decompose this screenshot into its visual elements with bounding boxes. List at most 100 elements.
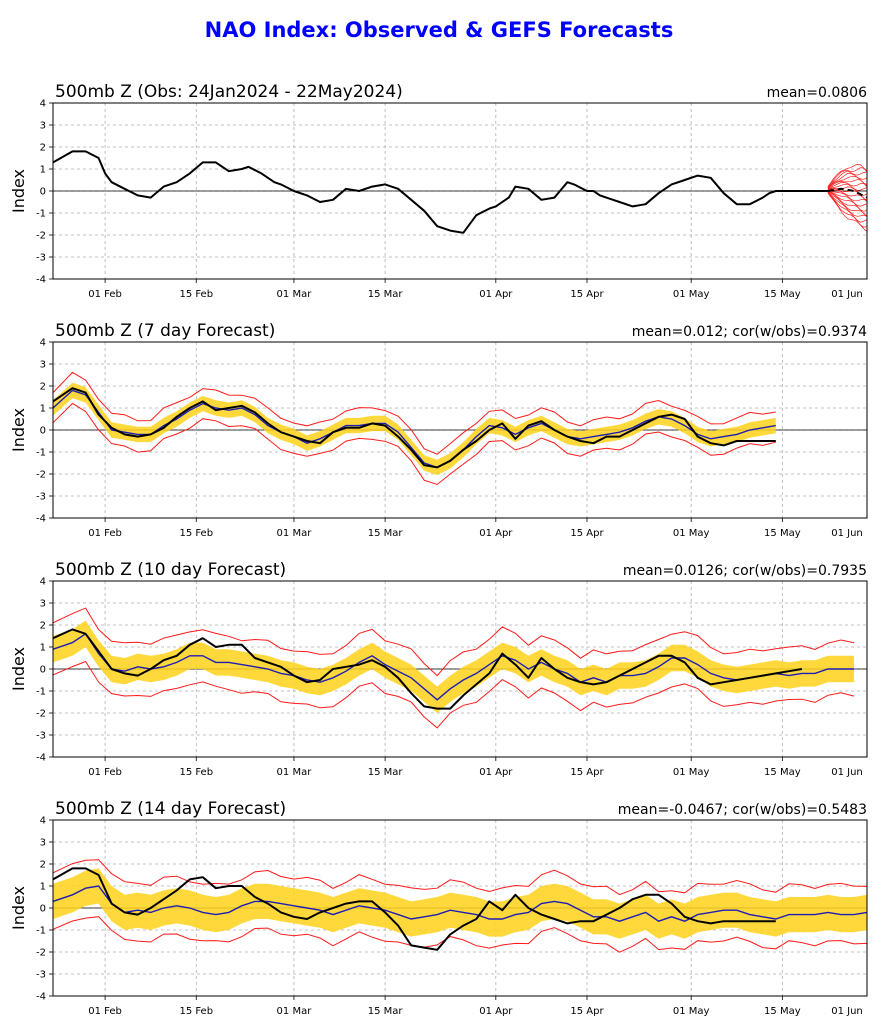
y-tick-label: 2 [40, 621, 46, 632]
observed-line [53, 867, 776, 951]
plot-area [53, 150, 867, 234]
x-tick-label: 15 Apr [570, 1006, 604, 1017]
y-tick-label: -4 [36, 753, 46, 764]
y-axis-label: Index [9, 408, 28, 452]
forecast-member-line [827, 182, 867, 190]
y-tick-label: 4 [40, 577, 46, 588]
y-axis-label: Index [9, 169, 28, 213]
y-tick-label: -2 [36, 709, 46, 720]
upper-envelope [53, 607, 855, 677]
x-tick-label: 01 Jun [831, 767, 863, 778]
plot-area [53, 859, 867, 953]
y-tick-label: -1 [36, 687, 46, 698]
y-tick-label: 1 [40, 882, 46, 893]
y-tick-label: -2 [36, 470, 46, 481]
y-tick-label: 4 [40, 816, 46, 827]
forecast-member-line [827, 190, 867, 212]
forecast-member-line [827, 170, 867, 188]
y-tick-label: 2 [40, 143, 46, 154]
panel-1: 500mb Z (Obs: 24Jan2024 - 22May2024) mean… [9, 82, 868, 300]
y-tick-label: 4 [40, 338, 46, 349]
y-tick-label: 0 [40, 187, 46, 198]
y-tick-label: -3 [36, 731, 46, 742]
forecast-member-line [827, 191, 867, 217]
chart-panels: 500mb Z (Obs: 24Jan2024 - 22May2024) mean… [9, 82, 868, 1017]
plot-frame [52, 341, 868, 519]
x-tick-label: 15 May [764, 289, 801, 300]
gridlines [53, 820, 867, 996]
x-tick-label: 15 May [764, 528, 801, 539]
x-tick-label: 01 Apr [479, 1006, 513, 1017]
forecast-member-line [827, 172, 867, 188]
y-tick-label: 0 [40, 904, 46, 915]
x-tick-label: 01 Mar [277, 1006, 313, 1017]
y-tick-label: 2 [40, 860, 46, 871]
x-tick-label: 15 Feb [179, 767, 213, 778]
y-tick-label: 3 [40, 121, 46, 132]
x-tick-label: 15 Apr [570, 767, 604, 778]
x-tick-label: 15 Mar [368, 1006, 404, 1017]
panel-title: 500mb Z (7 day Forecast) [55, 321, 275, 341]
forecast-member-line [827, 190, 867, 207]
y-tick-label: -2 [36, 948, 46, 959]
y-tick-label: 4 [40, 99, 46, 110]
forecast-member-line [827, 183, 867, 191]
y-tick-label: 3 [40, 599, 46, 610]
x-tick-label: 15 Feb [179, 528, 213, 539]
panel-stat: mean=-0.0467; cor(w/obs)=0.5483 [618, 802, 867, 818]
upper-envelope [53, 371, 776, 455]
spread-band [53, 382, 776, 476]
lower-envelope [53, 402, 776, 486]
y-tick-label: 0 [40, 426, 46, 437]
x-tick-label: 15 Feb [179, 289, 213, 300]
panel-stat: mean=0.0126; cor(w/obs)=0.7935 [623, 563, 867, 579]
panel-title: 500mb Z (14 day Forecast) [55, 799, 286, 819]
forecast-member-line [827, 192, 867, 228]
x-tick-label: 01 Feb [88, 528, 122, 539]
plot-frame [52, 102, 868, 280]
y-tick-label: -4 [36, 992, 46, 1003]
panel-stat: mean=0.0806 [767, 85, 868, 101]
figure-title: NAO Index: Observed & GEFS Forecasts [205, 18, 674, 42]
x-tick-label: 15 Mar [368, 289, 404, 300]
ensemble-mean-line [53, 632, 854, 701]
y-tick-label: -3 [36, 253, 46, 264]
x-tick-label: 01 Mar [277, 528, 313, 539]
spread-band [53, 620, 854, 713]
lower-envelope [53, 916, 867, 953]
x-tick-label: 01 Apr [479, 528, 513, 539]
x-tick-label: 01 Jun [831, 528, 863, 539]
ensemble-mean-line [53, 885, 867, 922]
x-tick-label: 01 Apr [479, 289, 513, 300]
plot-area [53, 607, 855, 729]
y-tick-label: -4 [36, 514, 46, 525]
forecast-members [827, 164, 867, 232]
x-tick-label: 15 Feb [179, 1006, 213, 1017]
y-tick-label: 3 [40, 838, 46, 849]
y-tick-label: 1 [40, 165, 46, 176]
observed-line [53, 150, 828, 234]
observed-line [53, 628, 803, 710]
x-tick-label: 01 Feb [88, 767, 122, 778]
lower-envelope [53, 660, 855, 729]
y-tick-label: -1 [36, 209, 46, 220]
plot-area [53, 371, 776, 486]
y-axis-label: Index [9, 886, 28, 930]
panel-title: 500mb Z (10 day Forecast) [55, 560, 286, 580]
x-tick-label: 01 Apr [479, 767, 513, 778]
x-tick-label: 01 Feb [88, 289, 122, 300]
y-tick-label: 0 [40, 665, 46, 676]
x-tick-label: 15 Apr [570, 528, 604, 539]
observed-line [53, 387, 776, 469]
y-tick-label: 1 [40, 643, 46, 654]
x-tick-label: 15 Mar [368, 767, 404, 778]
y-tick-label: -3 [36, 492, 46, 503]
x-tick-label: 01 Jun [831, 289, 863, 300]
plot-frame [52, 580, 868, 758]
x-tick-label: 01 Feb [88, 1006, 122, 1017]
x-tick-label: 01 May [673, 767, 710, 778]
x-tick-label: 01 May [673, 289, 710, 300]
plot-frame [52, 819, 868, 997]
x-tick-label: 15 May [764, 1006, 801, 1017]
